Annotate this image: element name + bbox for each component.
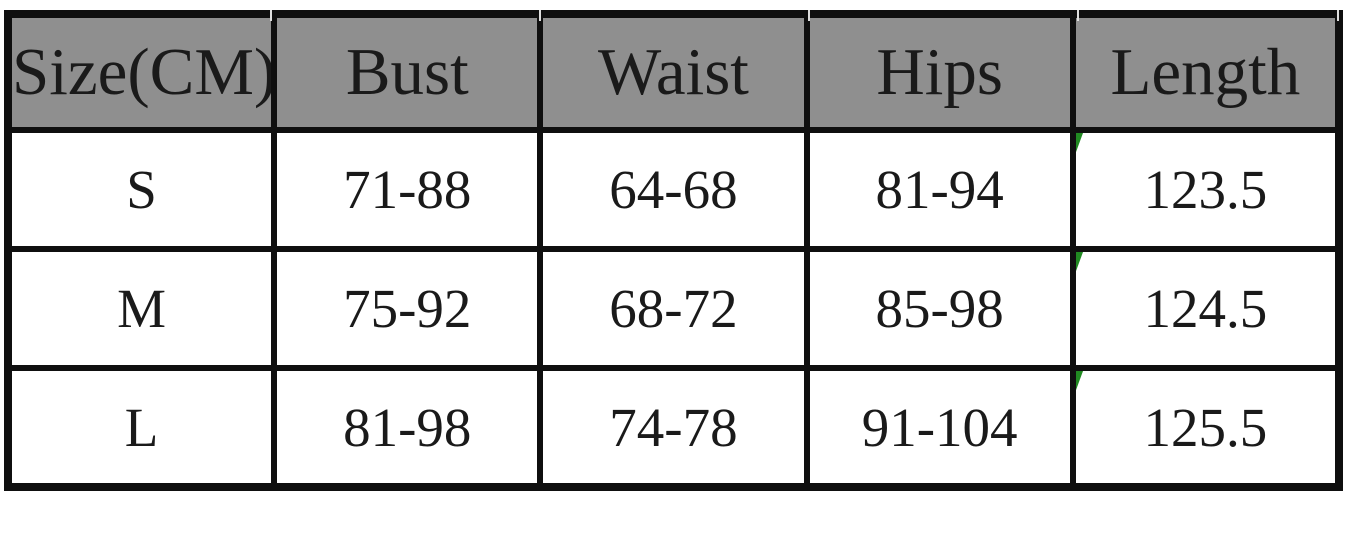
gridline-stub	[1337, 10, 1339, 21]
cell-length-value: 125.5	[1143, 396, 1268, 458]
cell-hips: 81-94	[803, 127, 1076, 252]
header-row: Size(CM) Bust Waist Hips Length	[4, 11, 1343, 133]
gridline-stub	[270, 10, 272, 21]
cell-waist: 68-72	[537, 246, 810, 371]
gridline-stub	[808, 10, 810, 21]
cell-size: L	[4, 365, 278, 490]
size-chart-image: Size(CM) Bust Waist Hips Length S 71-88 …	[0, 10, 1347, 541]
cell-hips: 85-98	[803, 246, 1076, 371]
cell-bust: 81-98	[271, 365, 544, 490]
cell-length-value: 124.5	[1143, 278, 1268, 339]
header-cell-waist: Waist	[537, 11, 810, 133]
gridline-stub	[1077, 10, 1079, 21]
cell-error-indicator-icon	[1078, 255, 1084, 279]
cell-bust: 71-88	[271, 127, 544, 252]
cell-length: 124.5	[1069, 246, 1343, 371]
cell-length: 125.5	[1069, 365, 1343, 490]
cell-waist: 74-78	[537, 365, 810, 490]
cell-bust: 75-92	[271, 246, 544, 371]
cell-waist: 64-68	[537, 127, 810, 252]
gridline-stub	[539, 10, 541, 21]
cell-error-indicator-icon	[1078, 374, 1084, 398]
cell-size: M	[4, 246, 278, 371]
table-row-l: L 81-98 74-78 91-104 125.5	[4, 365, 1343, 490]
table-row-s: S 71-88 64-68 81-94 123.5	[4, 127, 1343, 252]
size-chart-table: Size(CM) Bust Waist Hips Length S 71-88 …	[4, 10, 1343, 491]
header-cell-size: Size(CM)	[4, 11, 278, 133]
cell-length-value: 123.5	[1143, 159, 1268, 220]
table-row-m: M 75-92 68-72 85-98 124.5	[4, 246, 1343, 371]
cell-error-indicator-icon	[1078, 136, 1084, 160]
cell-length: 123.5	[1069, 127, 1343, 252]
cell-size: S	[4, 127, 278, 252]
cell-hips: 91-104	[803, 365, 1076, 490]
header-cell-length: Length	[1069, 11, 1343, 133]
header-cell-bust: Bust	[271, 11, 544, 133]
header-cell-hips: Hips	[803, 11, 1076, 133]
